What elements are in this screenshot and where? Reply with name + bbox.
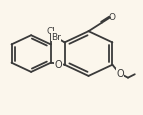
Text: O: O	[116, 69, 124, 79]
Text: O: O	[55, 59, 62, 69]
Text: Cl: Cl	[46, 27, 55, 36]
Text: Br: Br	[51, 33, 61, 42]
Text: O: O	[109, 13, 116, 22]
